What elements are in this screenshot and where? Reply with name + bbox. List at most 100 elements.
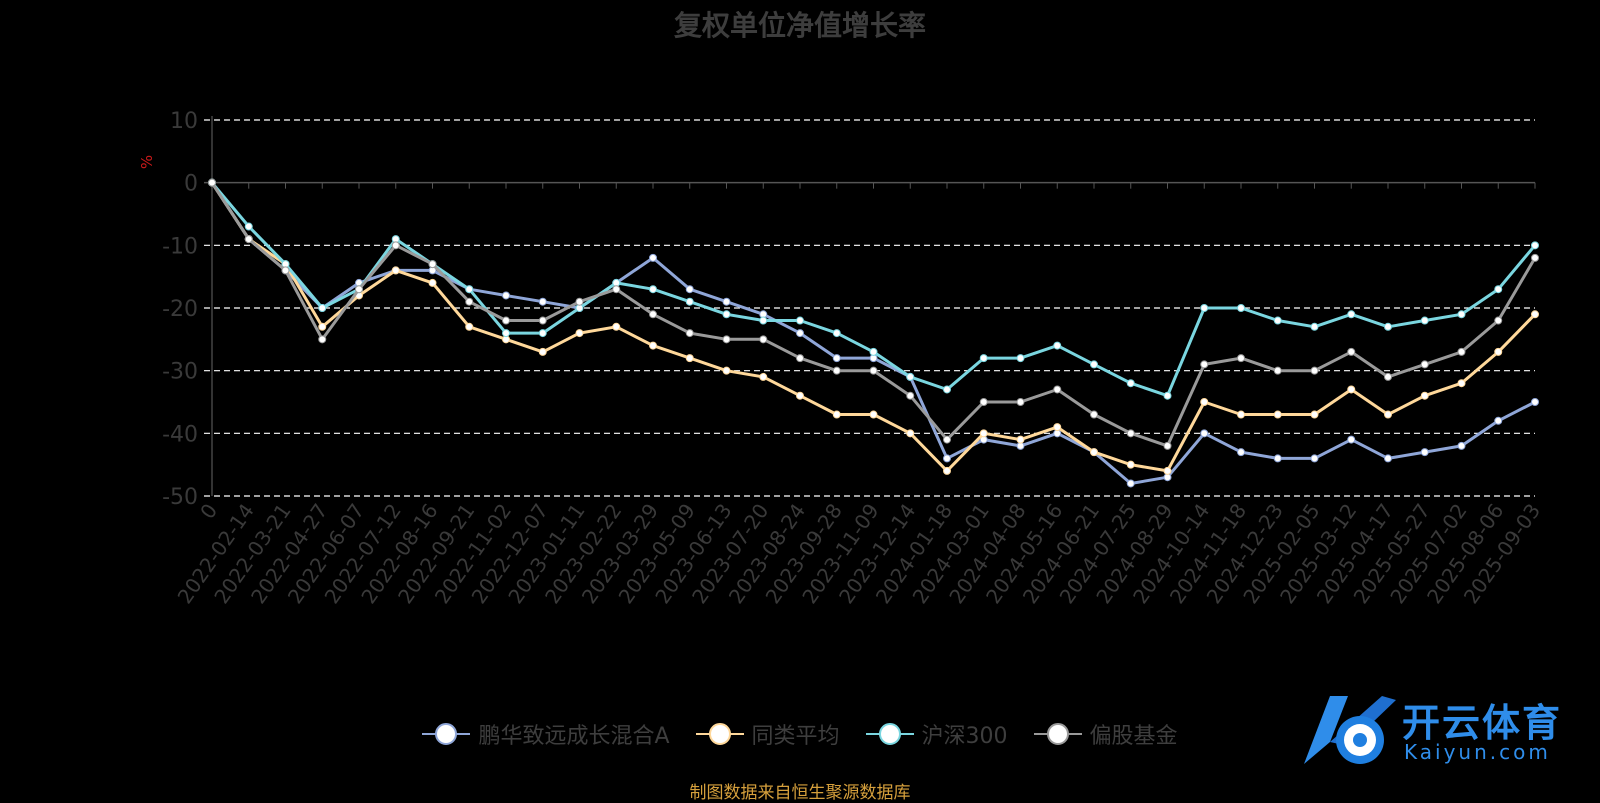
x-tick-label: 0 xyxy=(195,499,222,523)
data-point xyxy=(943,454,951,463)
data-point xyxy=(1531,253,1539,262)
kaiyun-logo-icon xyxy=(1304,696,1396,764)
data-point xyxy=(575,329,584,338)
data-point xyxy=(759,316,768,325)
data-point xyxy=(244,235,253,244)
x-tick-labels: 02022-02-142022-03-212022-04-272022-06-0… xyxy=(173,499,1546,608)
data-point xyxy=(1237,448,1245,457)
data-point xyxy=(832,354,841,363)
data-point xyxy=(1420,316,1429,325)
legend-label: 同类平均 xyxy=(751,724,840,749)
data-point xyxy=(1053,385,1062,394)
data-point xyxy=(1384,410,1392,419)
data-point xyxy=(1531,310,1539,319)
data-point xyxy=(502,291,510,300)
data-point xyxy=(1237,354,1245,363)
data-point xyxy=(832,329,841,338)
data-point xyxy=(796,354,804,363)
data-point xyxy=(612,322,621,331)
data-point xyxy=(685,285,694,294)
data-point xyxy=(538,347,547,356)
data-point xyxy=(796,391,804,400)
axes xyxy=(211,116,1536,496)
data-point xyxy=(1273,366,1282,375)
data-point xyxy=(538,297,547,306)
legend-item-0[interactable]: 鹏华致远成长混合A xyxy=(422,718,670,750)
data-point xyxy=(538,316,547,325)
data-point xyxy=(1310,366,1319,375)
data-point xyxy=(1090,448,1098,457)
data-point xyxy=(943,466,951,475)
data-point xyxy=(1053,423,1062,432)
data-point xyxy=(318,322,327,331)
data-point xyxy=(832,410,841,419)
watermark-logo: 开云体育 Kaiyun.com xyxy=(1290,686,1590,770)
data-point xyxy=(1090,410,1098,419)
data-point xyxy=(1126,379,1135,388)
data-point xyxy=(832,366,841,375)
y-axis-unit: % xyxy=(138,155,156,169)
data-point xyxy=(1163,391,1172,400)
data-point xyxy=(1016,354,1025,363)
data-point xyxy=(244,222,253,231)
data-point xyxy=(906,429,915,438)
data-point xyxy=(1420,448,1429,457)
data-point xyxy=(502,329,510,338)
data-point xyxy=(1494,347,1503,356)
data-point xyxy=(1420,360,1429,369)
legend-item-2[interactable]: 沪深300 xyxy=(865,718,1008,750)
data-point xyxy=(906,372,915,381)
y-tick-label: 0 xyxy=(184,172,198,197)
data-point xyxy=(1310,322,1319,331)
data-point xyxy=(1384,454,1392,463)
data-point xyxy=(979,398,988,406)
legend-item-1[interactable]: 同类平均 xyxy=(695,718,840,750)
data-point xyxy=(685,329,694,338)
data-point xyxy=(1457,310,1466,319)
data-point xyxy=(1090,360,1098,369)
data-point xyxy=(1200,304,1209,312)
watermark-en: Kaiyun.com xyxy=(1404,740,1551,764)
data-point xyxy=(1053,341,1062,350)
data-point xyxy=(1200,429,1209,438)
legend-item-3[interactable]: 偏股基金 xyxy=(1033,718,1178,750)
data-point xyxy=(1384,372,1392,381)
watermark-cn: 开云体育 xyxy=(1402,701,1563,745)
data-point xyxy=(502,316,510,325)
legend-marker-icon xyxy=(865,722,914,746)
data-point xyxy=(1310,454,1319,463)
data-point xyxy=(1273,454,1282,463)
legend-label: 沪深300 xyxy=(921,724,1008,749)
y-tick-label: -10 xyxy=(162,234,198,259)
data-point xyxy=(1126,479,1135,488)
series-line-2 xyxy=(210,181,1537,398)
data-point xyxy=(1457,379,1466,388)
data-point xyxy=(1273,316,1282,325)
data-point xyxy=(1163,466,1172,475)
data-point xyxy=(796,316,804,325)
data-point xyxy=(1531,241,1539,250)
data-point xyxy=(943,435,951,444)
data-point xyxy=(1494,316,1503,325)
data-point xyxy=(906,391,915,400)
series-line-1 xyxy=(210,181,1537,473)
data-point xyxy=(391,241,400,250)
data-point xyxy=(943,385,951,394)
data-point xyxy=(612,285,621,294)
y-tick-label: -30 xyxy=(162,360,198,385)
y-tick-label: -50 xyxy=(162,485,198,510)
data-point xyxy=(1237,410,1245,419)
chart-title: 复权单位净值增长率 xyxy=(673,9,926,42)
data-point xyxy=(722,310,731,319)
grid xyxy=(204,119,1535,497)
data-point xyxy=(1494,285,1503,294)
legend-label: 偏股基金 xyxy=(1089,724,1178,749)
data-point xyxy=(428,278,437,287)
legend-marker-icon xyxy=(1033,722,1082,746)
data-point xyxy=(759,335,768,344)
data-point xyxy=(1273,410,1282,419)
legend: 鹏华致远成长混合A 同类平均 沪深300 偏股基金 xyxy=(0,718,1600,750)
series-line-0 xyxy=(210,181,1536,485)
data-point xyxy=(869,410,878,419)
